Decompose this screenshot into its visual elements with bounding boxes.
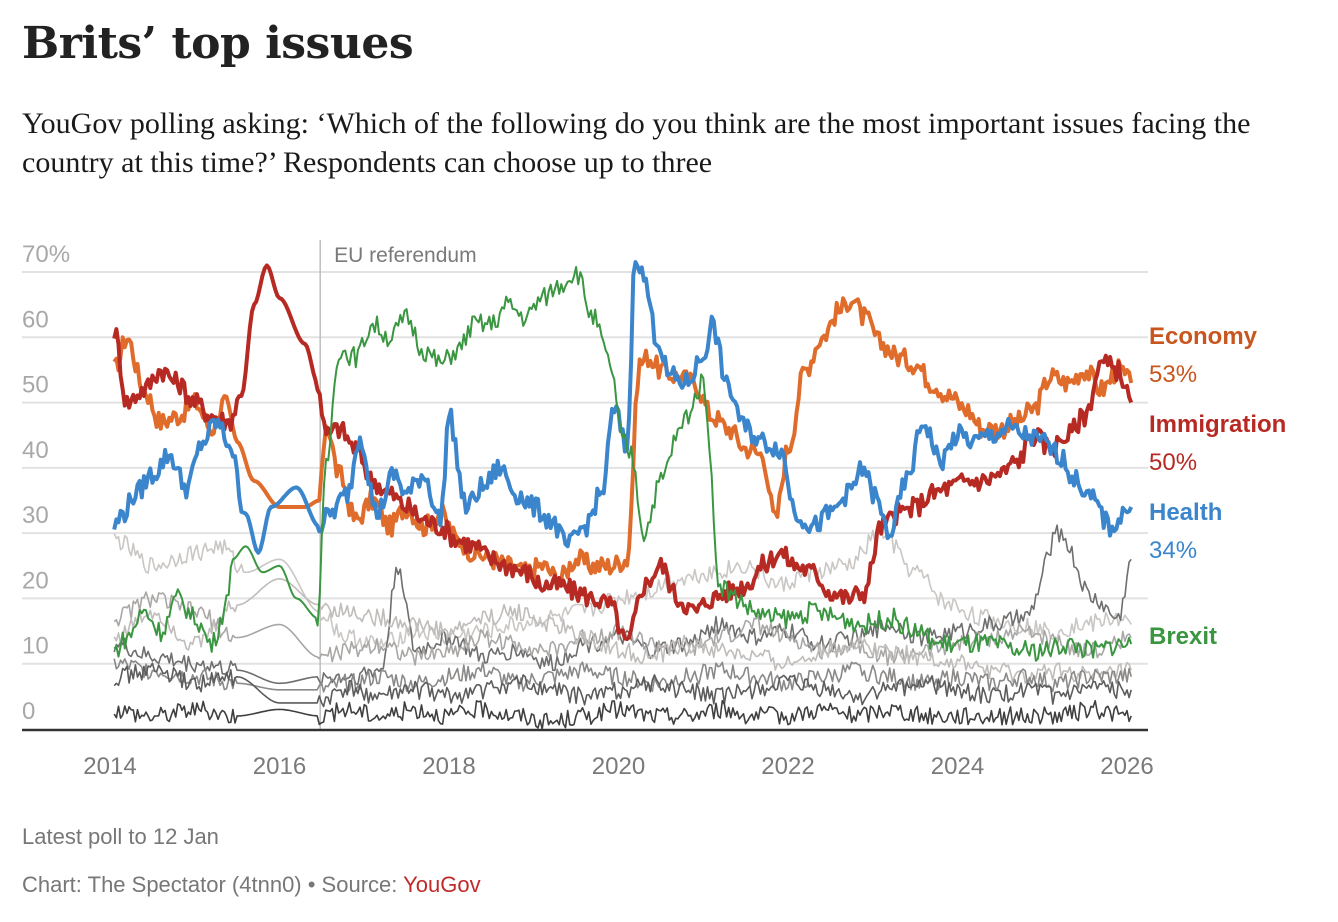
x-axis-ticks: 2014 2016 2018 2020 2022 2024 2026 [83, 753, 1153, 780]
series-line-other-issue-a [113, 525, 1132, 650]
y-tick-label: 30 [22, 502, 49, 529]
x-tick-label: 2018 [422, 753, 475, 780]
series-line-health [112, 260, 1134, 555]
x-tick-label: 2024 [931, 753, 984, 780]
y-tick-label: 50 [22, 372, 49, 399]
end-labels: Economy 53% Immigration 50% Health 34% Brexit [1149, 323, 1286, 650]
source-link[interactable]: YouGov [403, 872, 481, 897]
highlighted-issue-lines [112, 260, 1134, 662]
series-line-brexit [113, 266, 1133, 662]
y-axis-ticks: 0 10 20 30 40 50 60 70% [22, 241, 70, 725]
y-tick-label: 10 [22, 633, 49, 660]
end-label-immigration: Immigration [1149, 411, 1286, 438]
chart-title: Brits’ top issues [22, 18, 414, 69]
other-issues-lines [113, 524, 1132, 730]
series-line-other-issue-g [113, 699, 1132, 730]
end-label-health: Health [1149, 499, 1222, 526]
y-tick-label: 70% [22, 241, 70, 268]
y-tick-label: 0 [22, 698, 35, 725]
series-line-other-issue-b [113, 524, 1132, 686]
footer-credit: Chart: The Spectator (4tnn0) • Source: Y… [22, 872, 481, 898]
end-label-economy: Economy [1149, 323, 1258, 350]
series-line-immigration [112, 263, 1134, 642]
x-tick-label: 2020 [592, 753, 645, 780]
series-line-other-issue-e [113, 658, 1132, 693]
footer-note: Latest poll to 12 Jan [22, 824, 219, 849]
chart-subtitle: YouGov polling asking: ‘Which of the fol… [22, 107, 1251, 179]
credit-text: Chart: The Spectator (4tnn0) • Source: [22, 872, 404, 897]
end-value-economy: 53% [1149, 361, 1197, 388]
x-tick-label: 2026 [1100, 753, 1153, 780]
y-tick-label: 20 [22, 567, 49, 594]
series-line-other-issue-c [113, 591, 1132, 667]
series-line-other-issue-f [113, 662, 1132, 708]
series-line-economy [112, 296, 1134, 591]
x-tick-label: 2014 [83, 753, 136, 780]
end-label-brexit: Brexit [1149, 623, 1217, 650]
x-tick-label: 2016 [253, 753, 306, 780]
eu-referendum-label: EU referendum [334, 244, 476, 267]
end-value-health: 34% [1149, 537, 1197, 564]
end-value-immigration: 50% [1149, 449, 1197, 476]
x-tick-label: 2022 [761, 753, 814, 780]
series-line-other-issue-d [113, 578, 1132, 684]
y-tick-label: 60 [22, 306, 49, 333]
y-tick-label: 40 [22, 437, 49, 464]
